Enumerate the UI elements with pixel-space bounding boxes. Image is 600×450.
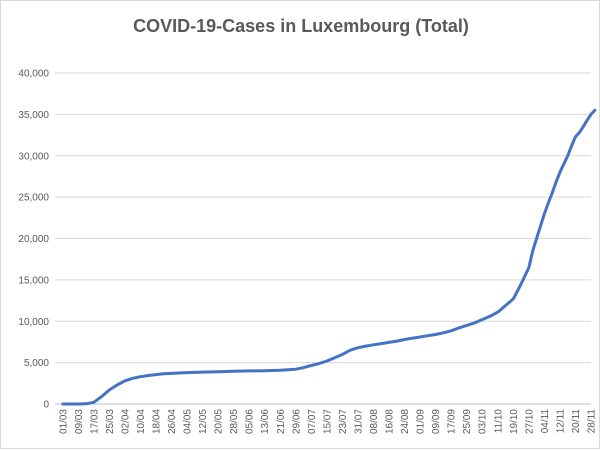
x-tick-label: 01/09 xyxy=(416,409,427,434)
x-tick-label: 11/10 xyxy=(493,409,504,434)
x-tick-label: 04/11 xyxy=(540,409,551,434)
x-tick-label: 20/11 xyxy=(571,409,582,434)
y-tick-label: 5,000 xyxy=(24,358,49,369)
y-tick-label: 10,000 xyxy=(18,317,49,328)
x-tick-label: 29/06 xyxy=(291,409,302,434)
chart-title: COVID-19-Cases in Luxembourg (Total) xyxy=(133,16,469,36)
x-axis-ticks: 01/03 09/03 17/03 25/03 02/04 10/04 18/04 26/04… xyxy=(58,409,597,434)
y-axis-ticks: 0 5,000 10,000 15,000 20,000 25,000 30,000 35,0… xyxy=(18,69,49,411)
x-tick-label: 24/08 xyxy=(400,409,411,434)
x-tick-label: 13/06 xyxy=(260,409,271,434)
x-tick-label: 04/05 xyxy=(183,409,194,434)
y-tick-label: 15,000 xyxy=(18,275,49,286)
x-tick-label: 21/06 xyxy=(276,409,287,434)
x-tick-label: 23/07 xyxy=(338,409,349,434)
x-tick-label: 31/07 xyxy=(353,409,364,434)
x-tick-label: 28/11 xyxy=(587,409,598,434)
x-tick-label: 17/09 xyxy=(447,409,458,434)
x-tick-label: 09/09 xyxy=(431,409,442,434)
x-tick-label: 26/04 xyxy=(167,409,178,434)
grid-lines xyxy=(55,72,591,364)
x-tick-label: 02/04 xyxy=(120,409,131,434)
x-tick-label: 25/03 xyxy=(105,409,116,434)
y-tick-label: 25,000 xyxy=(18,193,49,204)
x-tick-label: 10/04 xyxy=(136,409,147,434)
y-tick-label: 0 xyxy=(43,400,49,411)
x-tick-label: 01/03 xyxy=(58,409,69,434)
x-tick-label: 28/05 xyxy=(229,409,240,434)
y-tick-label: 35,000 xyxy=(18,110,49,121)
y-tick-label: 30,000 xyxy=(18,151,49,162)
x-tick-label: 07/07 xyxy=(307,409,318,434)
x-tick-label: 25/09 xyxy=(462,409,473,434)
x-tick-label: 09/03 xyxy=(74,409,85,434)
x-tick-label: 19/10 xyxy=(509,409,520,434)
x-tick-label: 16/08 xyxy=(385,409,396,434)
series-line xyxy=(61,108,597,406)
x-tick-label: 20/05 xyxy=(214,409,225,434)
x-tick-label: 18/04 xyxy=(151,409,162,434)
x-tick-label: 17/03 xyxy=(89,409,100,434)
y-tick-label: 40,000 xyxy=(18,69,49,80)
x-tick-label: 12/11 xyxy=(555,409,566,434)
x-tick-label: 27/10 xyxy=(524,409,535,434)
x-tick-label: 08/08 xyxy=(369,409,380,434)
x-tick-label: 12/05 xyxy=(198,409,209,434)
y-tick-label: 20,000 xyxy=(18,234,49,245)
x-tick-label: 03/10 xyxy=(478,409,489,434)
x-tick-label: 05/06 xyxy=(245,409,256,434)
x-tick-label: 15/07 xyxy=(322,409,333,434)
